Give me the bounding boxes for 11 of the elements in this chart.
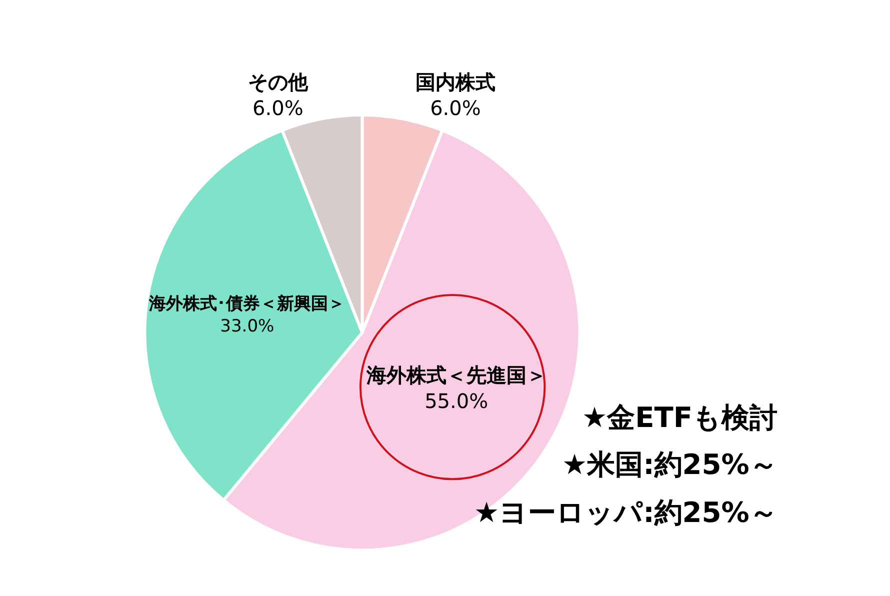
- data-label: 33.0%: [220, 316, 274, 336]
- slice-label: 海外株式＜先進国＞: [365, 362, 546, 387]
- data-label: 6.0%: [430, 96, 481, 120]
- text: ★ヨーロッパ:約25%～: [474, 496, 778, 529]
- text: ★金ETFも検討: [582, 401, 778, 434]
- slice-label: 海外株式･債券＜新興国＞: [148, 294, 346, 314]
- slice-label: 国内株式: [415, 70, 496, 94]
- slice-label: その他: [248, 70, 309, 94]
- data-label: 55.0%: [424, 388, 488, 413]
- text: ★米国:約25%～: [562, 448, 778, 481]
- data-label: 6.0%: [252, 96, 304, 120]
